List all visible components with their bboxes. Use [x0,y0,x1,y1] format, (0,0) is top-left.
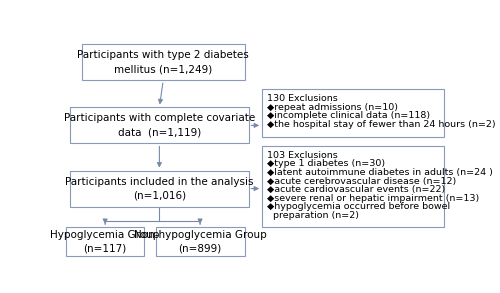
Text: ◆hypoglycemia occurred before bowel: ◆hypoglycemia occurred before bowel [267,202,450,211]
Text: Participants with complete covariate
data  (n=1,119): Participants with complete covariate dat… [64,113,255,137]
Text: preparation (n=2): preparation (n=2) [267,211,359,220]
Text: Non-hypoglycemia Group
(n=899): Non-hypoglycemia Group (n=899) [134,230,266,254]
FancyBboxPatch shape [66,227,144,256]
Text: 103 Exclusions: 103 Exclusions [267,151,338,160]
Text: ◆acute cardiovascular events (n=22): ◆acute cardiovascular events (n=22) [267,185,446,194]
FancyBboxPatch shape [262,146,444,227]
FancyBboxPatch shape [262,89,444,137]
Text: Participants included in the analysis
(n=1,016): Participants included in the analysis (n… [65,177,254,201]
FancyBboxPatch shape [70,171,248,207]
Text: ◆incomplete clinical data (n=118): ◆incomplete clinical data (n=118) [267,111,430,120]
Text: ◆latent autoimmune diabetes in adults (n=24 ): ◆latent autoimmune diabetes in adults (n… [267,168,493,177]
Text: ◆type 1 diabetes (n=30): ◆type 1 diabetes (n=30) [267,159,385,168]
Text: ◆repeat admissions (n=10): ◆repeat admissions (n=10) [267,103,398,112]
FancyBboxPatch shape [156,227,244,256]
FancyBboxPatch shape [82,44,244,80]
Text: Hypoglycemia Group
(n=117): Hypoglycemia Group (n=117) [50,230,160,254]
Text: 130 Exclusions: 130 Exclusions [267,94,338,103]
Text: ◆the hospital stay of fewer than 24 hours (n=2): ◆the hospital stay of fewer than 24 hour… [267,120,496,129]
Text: Participants with type 2 diabetes
mellitus (n=1,249): Participants with type 2 diabetes mellit… [78,50,249,74]
Text: ◆severe renal or hepatic impairment (n=13): ◆severe renal or hepatic impairment (n=1… [267,194,480,202]
Text: ◆acute cerebrovascular disease (n=12): ◆acute cerebrovascular disease (n=12) [267,176,456,185]
FancyBboxPatch shape [70,107,248,144]
